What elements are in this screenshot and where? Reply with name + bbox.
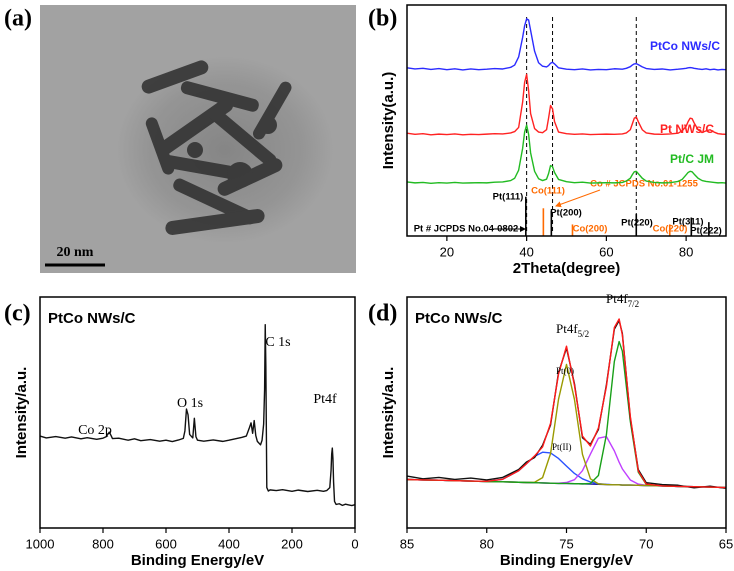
x-tick-label: 400 bbox=[218, 536, 240, 551]
annotation: Pt4f bbox=[313, 392, 337, 407]
nanowires bbox=[141, 60, 292, 235]
x-tick-label: 800 bbox=[92, 536, 114, 551]
x-tick-label: 20 bbox=[440, 244, 454, 259]
panel-label: (c) bbox=[4, 301, 31, 327]
x-tick-label: 200 bbox=[281, 536, 303, 551]
x-axis-label: 2Theta(degree) bbox=[513, 260, 621, 277]
annotation-text: Pt4f bbox=[606, 291, 628, 306]
x-axis-label: Binding Energy/eV bbox=[131, 552, 264, 569]
annotation-text: Co 2p bbox=[78, 423, 112, 438]
x-tick-label: 600 bbox=[155, 536, 177, 551]
spectrum-line bbox=[406, 318, 727, 489]
x-tick-label: 1000 bbox=[26, 536, 55, 551]
reference-label: Pt(311) bbox=[672, 217, 703, 228]
spectrum-line bbox=[406, 124, 727, 185]
spectrum-line bbox=[39, 324, 356, 507]
reference-label: Pt(220) bbox=[621, 218, 653, 229]
annotation: Co 2p bbox=[78, 423, 112, 438]
reference-name: Co # JCPDS No.01-1255 bbox=[590, 179, 698, 190]
x-tick-label: 60 bbox=[599, 244, 613, 259]
annotation: O 1s bbox=[177, 396, 203, 411]
annotation-text: Pt4f bbox=[556, 321, 578, 336]
tem-image bbox=[40, 5, 356, 273]
reference-label: Co(200) bbox=[573, 224, 608, 235]
reference-label: Pt(222) bbox=[690, 226, 722, 237]
x-tick-label: 80 bbox=[480, 536, 494, 551]
reference-name: Pt # JCPDS No.04-0802 bbox=[414, 224, 519, 235]
panel-label: (b) bbox=[368, 6, 397, 32]
spectrum-line bbox=[406, 18, 727, 71]
plot-frame bbox=[39, 296, 356, 529]
y-axis-label: Intensity/a.u. bbox=[13, 367, 30, 459]
chart-title: PtCo NWs/C bbox=[415, 310, 503, 327]
annotation-text: Pt(0) bbox=[556, 366, 574, 376]
reference-arrow bbox=[555, 189, 601, 208]
reference-label: Co(220) bbox=[653, 224, 688, 235]
x-tick-label: 40 bbox=[519, 244, 533, 259]
annotation-subscript: 5/2 bbox=[578, 329, 590, 339]
annotation-text: C 1s bbox=[265, 335, 290, 350]
y-axis-label: Intensity(a.u.) bbox=[380, 72, 397, 170]
reference-label: Pt(200) bbox=[550, 208, 582, 219]
x-tick-label: 65 bbox=[719, 536, 733, 551]
y-axis-label: Intensity/a.u. bbox=[380, 367, 397, 459]
spectrum-line bbox=[406, 73, 727, 136]
x-tick-label: 70 bbox=[639, 536, 653, 551]
x-axis-label: Binding Energy/eV bbox=[500, 552, 633, 569]
annotation-subscript: 7/2 bbox=[628, 299, 640, 309]
series-label: PtCo NWs/C bbox=[650, 39, 720, 53]
series-label: Pt/C JM bbox=[670, 152, 714, 166]
x-tick-label: 85 bbox=[400, 536, 414, 551]
spectrum-line bbox=[406, 363, 727, 489]
annotation: C 1s bbox=[265, 335, 290, 350]
annotation: Pt4f7/2 bbox=[606, 291, 639, 309]
panel-label: (a) bbox=[4, 6, 32, 32]
plot-frame bbox=[406, 4, 727, 237]
chart-title: PtCo NWs/C bbox=[48, 310, 136, 327]
x-tick-label: 0 bbox=[351, 536, 358, 551]
x-tick-label: 75 bbox=[559, 536, 573, 551]
annotation: Pt(II) bbox=[552, 442, 572, 452]
reference-label: Co(111) bbox=[531, 186, 565, 197]
annotation-text: Pt(II) bbox=[552, 442, 572, 452]
scale-bar-label: 20 nm bbox=[57, 245, 94, 260]
annotation-text: O 1s bbox=[177, 396, 203, 411]
annotation-text: Pt4f bbox=[313, 392, 337, 407]
reference-label: Pt(111) bbox=[493, 192, 524, 203]
x-tick-label: 80 bbox=[679, 244, 693, 259]
series-label: Pt NWs/C bbox=[660, 122, 714, 136]
annotation: Pt4f5/2 bbox=[556, 321, 589, 339]
annotation: Pt(0) bbox=[556, 366, 574, 376]
panel-label: (d) bbox=[368, 301, 397, 327]
